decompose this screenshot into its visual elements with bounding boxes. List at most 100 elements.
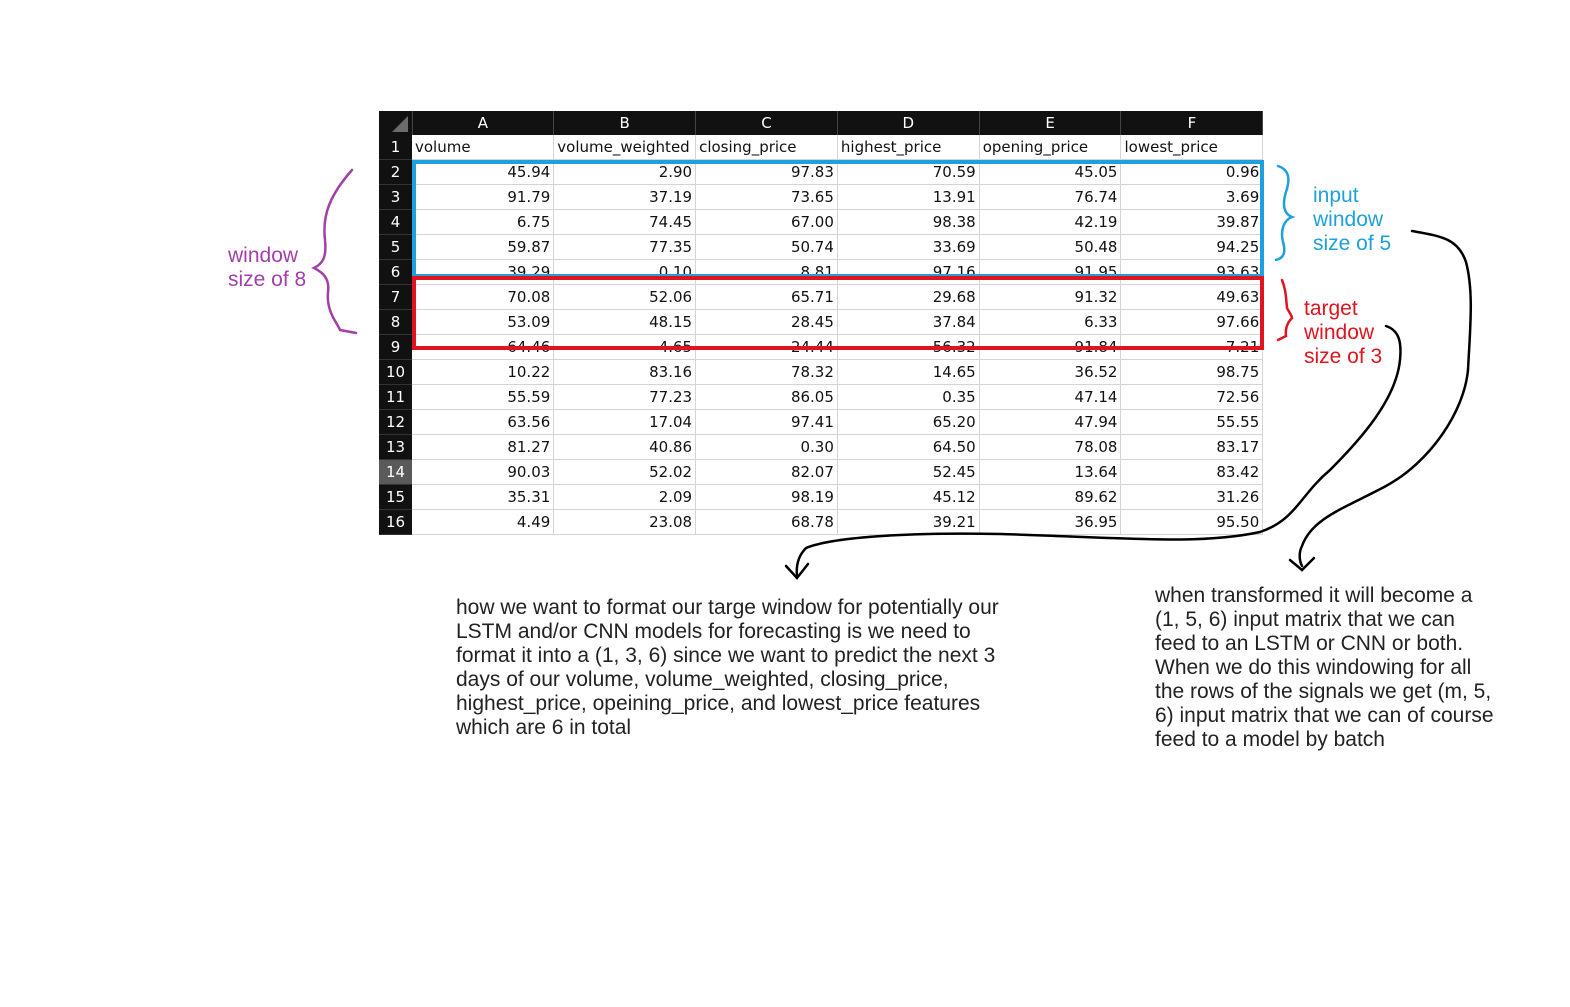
data-cell[interactable]: 23.08 <box>553 509 697 535</box>
column-header-f[interactable]: F <box>1120 111 1264 135</box>
data-cell[interactable]: 98.75 <box>1120 359 1264 385</box>
data-cell[interactable]: 86.05 <box>695 384 838 410</box>
row-header[interactable]: 4 <box>379 209 412 235</box>
data-cell[interactable]: 47.94 <box>979 409 1122 435</box>
data-cell[interactable]: 42.19 <box>979 209 1122 235</box>
header-cell[interactable]: highest_price <box>837 135 980 160</box>
data-cell[interactable]: 83.17 <box>1120 434 1264 460</box>
data-cell[interactable]: 98.19 <box>695 484 838 510</box>
data-cell[interactable]: 73.65 <box>695 184 838 210</box>
data-cell[interactable]: 81.27 <box>412 434 555 460</box>
data-cell[interactable]: 48.15 <box>553 309 697 335</box>
data-cell[interactable]: 55.55 <box>1120 409 1264 435</box>
data-cell[interactable]: 10.22 <box>412 359 555 385</box>
column-header-b[interactable]: B <box>553 111 697 135</box>
data-cell[interactable]: 76.74 <box>979 184 1122 210</box>
data-cell[interactable]: 49.63 <box>1120 284 1264 310</box>
row-header[interactable]: 12 <box>379 409 412 435</box>
row-header[interactable]: 6 <box>379 259 412 285</box>
data-cell[interactable]: 77.35 <box>553 234 697 260</box>
row-header[interactable]: 14 <box>379 459 412 485</box>
data-cell[interactable]: 37.19 <box>553 184 697 210</box>
data-cell[interactable]: 98.38 <box>837 209 980 235</box>
data-cell[interactable]: 35.31 <box>412 484 555 510</box>
data-cell[interactable]: 72.56 <box>1120 384 1264 410</box>
data-cell[interactable]: 4.49 <box>412 509 555 535</box>
data-cell[interactable]: 65.71 <box>695 284 838 310</box>
data-cell[interactable]: 78.32 <box>695 359 838 385</box>
data-cell[interactable]: 70.08 <box>412 284 555 310</box>
row-header[interactable]: 10 <box>379 359 412 385</box>
header-cell[interactable]: lowest_price <box>1120 135 1264 160</box>
data-cell[interactable]: 89.62 <box>979 484 1122 510</box>
data-cell[interactable]: 82.07 <box>695 459 838 485</box>
data-cell[interactable]: 91.79 <box>412 184 555 210</box>
data-cell[interactable]: 33.69 <box>837 234 980 260</box>
data-cell[interactable]: 0.30 <box>695 434 838 460</box>
data-cell[interactable]: 83.16 <box>553 359 697 385</box>
data-cell[interactable]: 74.45 <box>553 209 697 235</box>
data-cell[interactable]: 2.09 <box>553 484 697 510</box>
data-cell[interactable]: 93.63 <box>1120 259 1264 285</box>
row-header[interactable]: 7 <box>379 284 412 310</box>
data-cell[interactable]: 67.00 <box>695 209 838 235</box>
data-cell[interactable]: 17.04 <box>553 409 697 435</box>
data-cell[interactable]: 52.45 <box>837 459 980 485</box>
row-header[interactable]: 11 <box>379 384 412 410</box>
data-cell[interactable]: 45.12 <box>837 484 980 510</box>
data-cell[interactable]: 8.81 <box>695 259 838 285</box>
data-cell[interactable]: 97.41 <box>695 409 838 435</box>
data-cell[interactable]: 31.26 <box>1120 484 1264 510</box>
data-cell[interactable]: 52.02 <box>553 459 697 485</box>
data-cell[interactable]: 39.21 <box>837 509 980 535</box>
data-cell[interactable]: 0.35 <box>837 384 980 410</box>
data-cell[interactable]: 95.50 <box>1120 509 1264 535</box>
data-cell[interactable]: 6.75 <box>412 209 555 235</box>
data-cell[interactable]: 50.74 <box>695 234 838 260</box>
column-header-e[interactable]: E <box>979 111 1122 135</box>
header-cell[interactable]: opening_price <box>979 135 1122 160</box>
row-header[interactable]: 16 <box>379 509 412 535</box>
data-cell[interactable]: 68.78 <box>695 509 838 535</box>
row-header[interactable]: 2 <box>379 159 412 185</box>
data-cell[interactable]: 40.86 <box>553 434 697 460</box>
data-cell[interactable]: 47.14 <box>979 384 1122 410</box>
data-cell[interactable]: 97.16 <box>837 259 980 285</box>
data-cell[interactable]: 59.87 <box>412 234 555 260</box>
column-header-d[interactable]: D <box>837 111 980 135</box>
row-header[interactable]: 3 <box>379 184 412 210</box>
data-cell[interactable]: 36.52 <box>979 359 1122 385</box>
data-cell[interactable]: 55.59 <box>412 384 555 410</box>
row-header[interactable]: 9 <box>379 334 412 360</box>
data-cell[interactable]: 39.87 <box>1120 209 1264 235</box>
row-header[interactable]: 8 <box>379 309 412 335</box>
row-header[interactable]: 15 <box>379 484 412 510</box>
column-header-c[interactable]: C <box>695 111 838 135</box>
data-cell[interactable]: 64.50 <box>837 434 980 460</box>
select-all-corner[interactable] <box>379 111 413 135</box>
data-cell[interactable]: 50.48 <box>979 234 1122 260</box>
data-cell[interactable]: 13.64 <box>979 459 1122 485</box>
data-cell[interactable]: 65.20 <box>837 409 980 435</box>
data-cell[interactable]: 77.23 <box>553 384 697 410</box>
header-cell[interactable]: volume <box>412 135 555 160</box>
data-cell[interactable]: 36.95 <box>979 509 1122 535</box>
data-cell[interactable]: 90.03 <box>412 459 555 485</box>
data-cell[interactable]: 78.08 <box>979 434 1122 460</box>
data-cell[interactable]: 94.25 <box>1120 234 1264 260</box>
header-cell[interactable]: closing_price <box>695 135 838 160</box>
data-cell[interactable]: 29.68 <box>837 284 980 310</box>
row-header[interactable]: 5 <box>379 234 412 260</box>
data-cell[interactable]: 13.91 <box>837 184 980 210</box>
data-cell[interactable]: 91.32 <box>979 284 1122 310</box>
row-header[interactable]: 13 <box>379 434 412 460</box>
row-header[interactable]: 1 <box>379 135 412 160</box>
data-cell[interactable]: 3.69 <box>1120 184 1264 210</box>
data-cell[interactable]: 83.42 <box>1120 459 1264 485</box>
header-cell[interactable]: volume_weighted <box>553 135 697 160</box>
column-header-a[interactable]: A <box>412 111 555 135</box>
data-cell[interactable]: 53.09 <box>412 309 555 335</box>
data-cell[interactable]: 52.06 <box>553 284 697 310</box>
data-cell[interactable]: 14.65 <box>837 359 980 385</box>
data-cell[interactable]: 63.56 <box>412 409 555 435</box>
